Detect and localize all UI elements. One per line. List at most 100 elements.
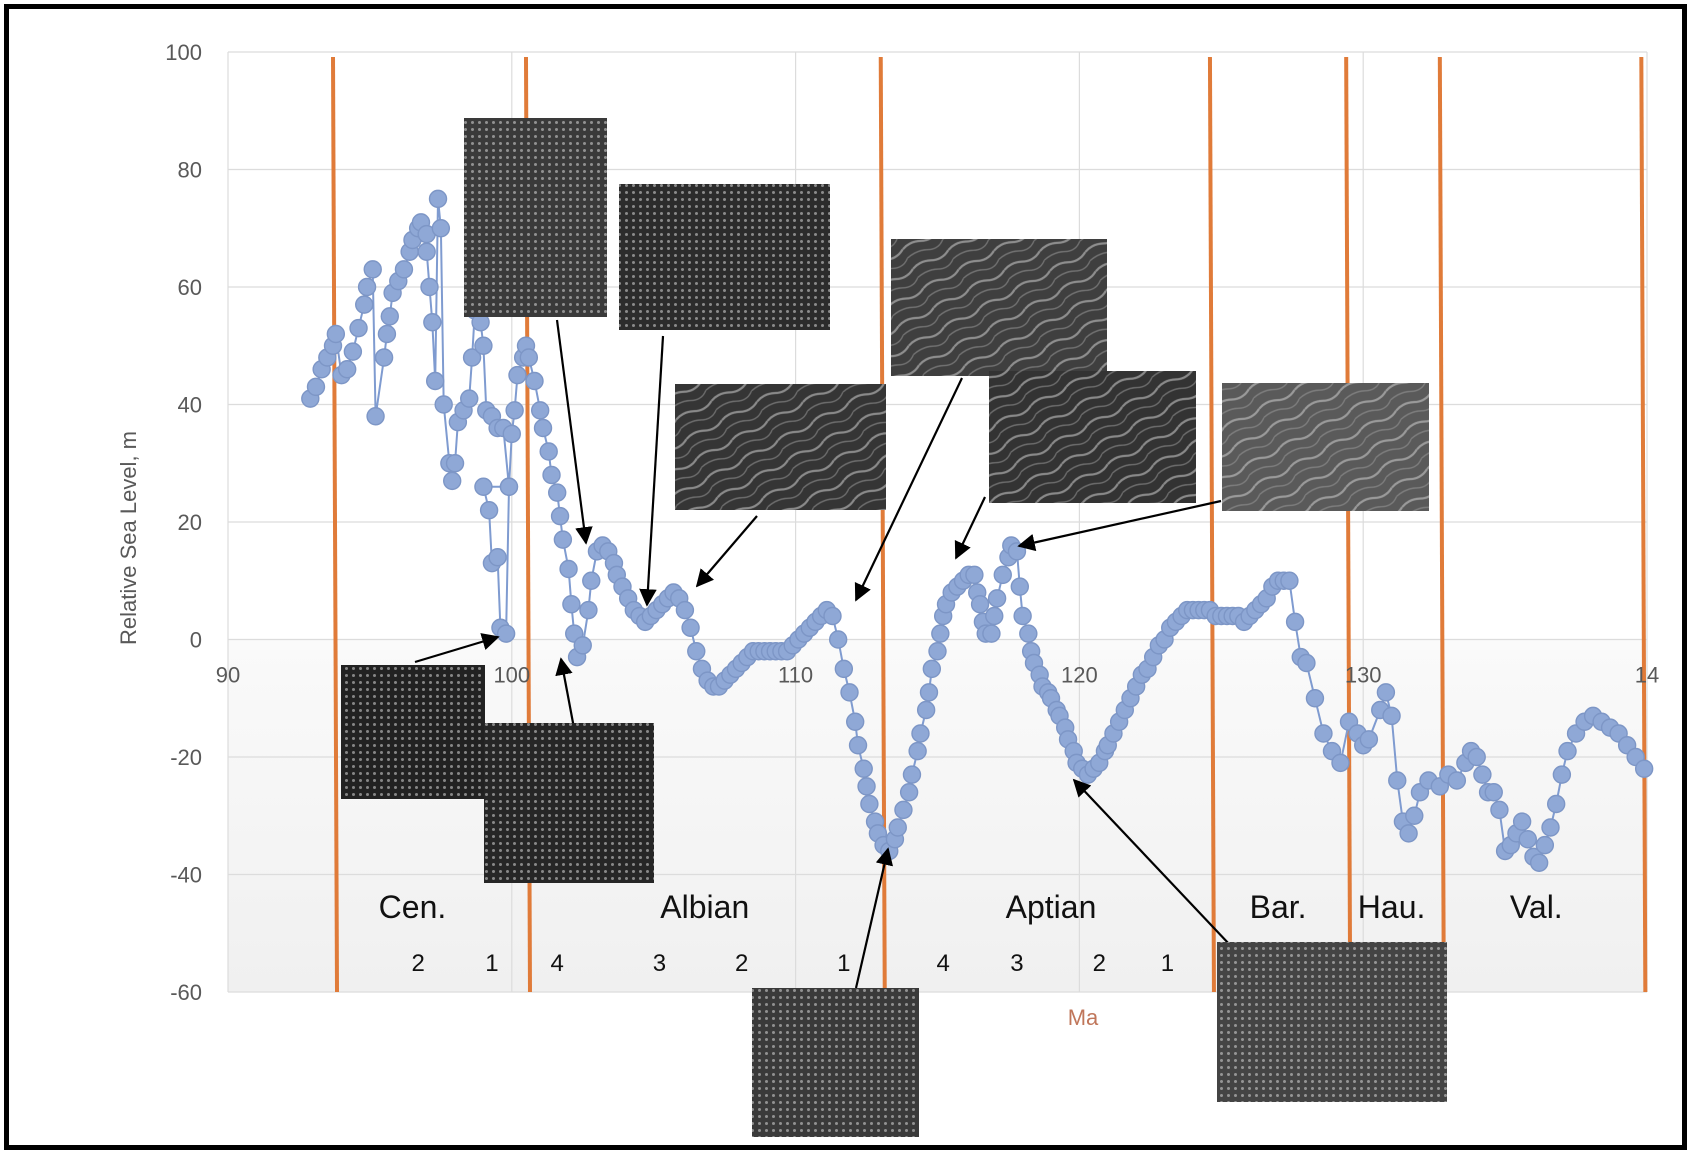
data-point xyxy=(931,624,950,643)
data-point xyxy=(970,595,990,614)
data-point xyxy=(394,260,414,279)
substage-labels: 2 1 4 3 2 1 4 3 2 1 xyxy=(411,950,1174,977)
data-point xyxy=(1490,800,1509,820)
substage-label: 1 xyxy=(1161,950,1174,977)
data-point xyxy=(508,365,527,385)
data-point xyxy=(1634,759,1654,778)
x-axis-ticks: 90 100 110 120 130 14 xyxy=(216,663,1659,688)
micrograph-low-2 xyxy=(484,723,654,883)
data-point xyxy=(845,712,865,731)
substage-label: 1 xyxy=(837,950,850,977)
micrograph-low-1 xyxy=(341,665,485,799)
data-point xyxy=(377,324,397,344)
data-point xyxy=(916,700,936,720)
stage-label: Val. xyxy=(1510,889,1563,925)
data-point xyxy=(1473,765,1492,784)
data-point xyxy=(1331,753,1350,773)
data-point xyxy=(355,295,374,314)
data-point xyxy=(982,624,1001,643)
substage-label: 4 xyxy=(936,950,949,977)
data-point xyxy=(1484,783,1503,802)
data-point xyxy=(1382,706,1401,726)
micrograph-thumbnails xyxy=(341,118,1447,1137)
data-point xyxy=(1285,612,1305,632)
y-axis-ticks: 100 80 60 40 20 0 -20 -40 -60 xyxy=(165,40,202,1005)
y-tick-label: 80 xyxy=(178,158,202,183)
data-point xyxy=(1529,853,1549,872)
micrograph-bottom-2 xyxy=(1217,942,1447,1102)
annotation-arrow xyxy=(639,335,665,607)
data-point xyxy=(306,377,326,397)
data-point xyxy=(559,559,578,579)
data-point xyxy=(675,600,695,620)
data-point xyxy=(542,465,561,485)
data-point xyxy=(1447,771,1467,790)
data-point xyxy=(848,736,868,755)
micrograph-mid-2 xyxy=(989,371,1196,503)
data-point xyxy=(420,277,439,297)
micrograph-texture xyxy=(1222,383,1429,511)
stage-label: Aptian xyxy=(1006,889,1097,925)
data-point xyxy=(1305,689,1325,708)
micrograph-texture xyxy=(989,371,1196,503)
data-point xyxy=(525,371,544,391)
data-point xyxy=(1019,624,1038,643)
annotation-arrow xyxy=(695,515,758,588)
data-point xyxy=(681,618,700,637)
data-point xyxy=(899,783,919,802)
stage-boundary-line xyxy=(1639,56,1648,993)
micrograph-mid-3 xyxy=(1222,383,1429,511)
y-tick-label: 60 xyxy=(178,275,202,300)
x-tick-label: 100 xyxy=(493,663,530,688)
data-point xyxy=(363,260,382,279)
substage-label: 2 xyxy=(1093,950,1106,977)
micrograph-texture xyxy=(619,184,830,330)
data-point xyxy=(985,606,1004,626)
data-point xyxy=(343,342,363,361)
data-point xyxy=(349,318,368,338)
substage-label: 3 xyxy=(1010,950,1023,977)
micrograph-texture xyxy=(752,988,919,1137)
data-point xyxy=(1518,830,1538,849)
data-point xyxy=(428,189,448,209)
data-point xyxy=(519,348,539,367)
data-point xyxy=(1546,794,1566,814)
stage-boundary-line xyxy=(1207,56,1216,993)
data-point xyxy=(834,659,854,679)
stage-label: Hau. xyxy=(1358,889,1426,925)
sea-level-series xyxy=(301,189,1654,872)
data-point xyxy=(431,219,451,238)
data-point xyxy=(462,348,482,367)
data-point xyxy=(965,565,984,585)
data-point xyxy=(840,683,859,702)
data-point xyxy=(582,571,601,590)
data-point xyxy=(496,624,516,643)
data-point xyxy=(922,659,942,679)
substage-label: 1 xyxy=(485,950,498,977)
data-point xyxy=(417,242,436,261)
stage-labels: Cen. Albian Aptian Bar. Hau. Val. xyxy=(379,889,1563,925)
data-point xyxy=(987,589,1007,608)
stage-label: Bar. xyxy=(1250,889,1307,925)
x-axis-label: Ma xyxy=(1068,1005,1099,1030)
data-point xyxy=(1399,824,1418,843)
data-point xyxy=(423,313,442,332)
data-point xyxy=(443,471,462,491)
data-point xyxy=(854,759,873,778)
annotation-arrow xyxy=(854,377,963,602)
stage-label: Albian xyxy=(660,889,749,925)
annotation-arrow xyxy=(1072,778,1231,946)
data-point xyxy=(366,407,385,426)
stage-boundary-line xyxy=(1344,56,1353,993)
data-point xyxy=(1541,818,1560,837)
micrograph-top-1 xyxy=(464,118,607,317)
y-tick-label: 0 xyxy=(190,628,202,653)
data-point xyxy=(1013,606,1032,626)
data-point xyxy=(548,483,567,502)
data-point xyxy=(530,401,550,420)
micrograph-texture xyxy=(484,723,654,883)
data-point xyxy=(1010,577,1030,596)
data-point xyxy=(474,477,493,496)
data-point xyxy=(374,348,394,367)
data-point xyxy=(474,336,493,355)
